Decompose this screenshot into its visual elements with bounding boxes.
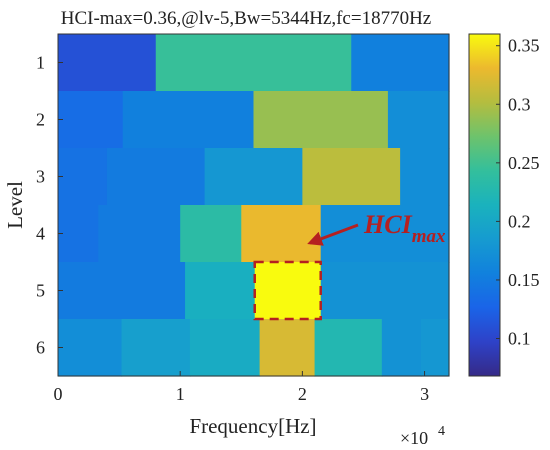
colorbar-tick-label: 0.3 [508, 94, 531, 114]
heatmap-cells [58, 34, 450, 377]
heatmap-cell-level-3-1 [58, 148, 108, 206]
y-tick-label: 3 [36, 167, 45, 187]
heatmap-cell-level-6-6 [381, 319, 422, 377]
y-axis-label: Level [3, 181, 27, 229]
chart-title: HCI-max=0.36,@lv-5,Bw=5344Hz,fc=18770Hz [61, 8, 431, 29]
heatmap-cell-level-1-1 [58, 34, 157, 92]
hci-max-highlight-box [253, 260, 322, 321]
heatmap-cell-level-4-2 [98, 205, 181, 263]
heatmap-cell-level-6-5 [314, 319, 383, 377]
colorbar-ticks: 0.1 0.15 0.2 0.25 0.3 0.35 [496, 36, 540, 349]
colorbar: 0.1 0.15 0.2 0.25 0.3 0.35 [468, 33, 540, 377]
x-multiplier-exponent: 4 [438, 424, 445, 439]
heatmap-cell-level-5-1 [58, 262, 186, 320]
plot-border [57, 33, 450, 377]
heatmap-cell-level-4-3 [180, 205, 242, 263]
hci-max-arrow [307, 223, 359, 246]
heatmap-cell-level-3-4 [302, 148, 401, 206]
y-tick-label: 1 [36, 53, 45, 73]
heatmap-cell-level-3-5 [400, 148, 450, 206]
hci-max-label-subscript: max [412, 226, 446, 247]
heatmap-cell-level-2-4 [387, 91, 450, 149]
heatmap-cell-level-2-3 [253, 91, 389, 149]
colorbar-tick-label: 0.15 [508, 270, 540, 290]
hci-max-label-main: HCI [363, 210, 413, 239]
hci-max-annotation: HCImax [253, 210, 446, 321]
x-axis-label: Frequency[Hz] [189, 414, 316, 438]
colorbar-tick-label: 0.2 [508, 211, 531, 231]
colorbar-tick-label: 0.35 [508, 36, 540, 56]
plot-frame [57, 33, 450, 377]
y-tick-label: 5 [36, 281, 45, 301]
heatmap-cell-level-5-2 [185, 262, 256, 320]
y-tick-label: 2 [36, 110, 45, 130]
x-multiplier: ×10 4 [400, 424, 445, 448]
x-tick-label: 3 [420, 384, 429, 404]
heatmap-cell-level-6-4 [259, 319, 316, 377]
colorbar-tick-label: 0.1 [508, 329, 531, 349]
heatmap-cell-level-4-5 [320, 205, 450, 263]
heatmap-cell-level-5-4 [320, 262, 450, 320]
heatmap-cell-level-2-1 [58, 91, 124, 149]
heatmap-cell-level-5-3 [254, 262, 322, 320]
heatmap-cell-level-6-2 [121, 319, 191, 377]
heatmap-cell-level-6-3 [189, 319, 261, 377]
y-tick-label: 6 [36, 338, 45, 358]
heatmap-cell-level-6-7 [420, 319, 450, 377]
x-tick-label: 2 [298, 384, 307, 404]
x-tick-label: 1 [176, 384, 185, 404]
hci-max-label: HCImax [363, 210, 446, 247]
x-axis: 0 1 2 3 [54, 371, 429, 404]
colorbar-gradient [468, 33, 501, 377]
heatmap-cell-level-3-2 [106, 148, 206, 206]
heatmap-cell-level-1-2 [155, 34, 352, 92]
colorbar-tick-label: 0.25 [508, 153, 540, 173]
heatmap-cell-level-1-3 [351, 34, 450, 92]
x-tick-label: 0 [54, 384, 63, 404]
x-multiplier-base: ×10 [400, 428, 428, 448]
heatmap-cell-level-6-1 [58, 319, 123, 377]
heatmap-cell-level-4-4 [241, 205, 322, 263]
heatmap-cell-level-4-1 [58, 205, 99, 263]
y-tick-label: 4 [36, 224, 45, 244]
y-axis: 1 2 3 4 5 6 [36, 53, 63, 358]
heatmap-cell-level-2-2 [122, 91, 255, 149]
heatmap-cell-level-3-3 [204, 148, 303, 206]
